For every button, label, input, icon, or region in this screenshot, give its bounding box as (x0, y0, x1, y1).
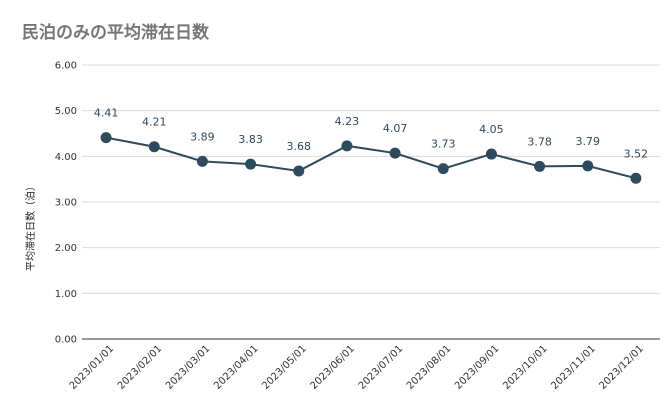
data-label: 4.41 (94, 107, 119, 120)
series-line (105, 136, 637, 180)
y-axis-ticks: 0.00 1.00 2.00 3.00 4.00 5.00 6.00 (55, 61, 77, 346)
x-tick-label: 2023/09/01 (453, 343, 502, 392)
data-label: 4.05 (479, 123, 504, 136)
y-tick-label: 2.00 (55, 243, 77, 254)
x-tick-label: 2023/05/01 (260, 343, 309, 392)
x-tick-label: 2023/02/01 (116, 343, 165, 392)
data-point (389, 147, 401, 159)
data-point (630, 172, 642, 184)
data-label: 4.21 (142, 116, 167, 129)
x-axis-ticks: 2023/01/01 2023/02/01 2023/03/01 2023/04/01… (68, 343, 646, 392)
data-point (485, 148, 497, 160)
data-label: 3.73 (431, 138, 456, 151)
data-point (341, 140, 353, 152)
data-point (100, 132, 112, 144)
gridlines (82, 64, 660, 340)
data-label: 3.68 (287, 140, 312, 153)
x-tick-label: 2023/11/01 (549, 343, 598, 392)
x-tick-label: 2023/07/01 (357, 343, 406, 392)
x-tick-label: 2023/08/01 (405, 343, 454, 392)
chart-title: 民泊のみの平均滞在日数 (22, 22, 210, 43)
x-tick-label: 2023/10/01 (501, 343, 550, 392)
data-label: 3.52 (624, 147, 649, 160)
y-tick-label: 4.00 (55, 152, 77, 163)
data-labels: 4.41 4.21 3.89 3.83 3.68 4.23 4.07 3.73 4.05 3.78… (94, 107, 648, 161)
data-point (148, 141, 160, 153)
x-tick-label: 2023/12/01 (598, 343, 647, 392)
data-label: 4.23 (335, 115, 360, 128)
y-tick-label: 3.00 (55, 198, 77, 209)
data-label: 4.07 (383, 122, 408, 135)
y-tick-label: 1.00 (55, 289, 77, 300)
data-label: 3.89 (190, 130, 215, 143)
x-tick-label: 2023/01/01 (68, 343, 117, 392)
y-tick-label: 5.00 (55, 106, 77, 117)
data-label: 3.83 (238, 133, 263, 146)
x-tick-label: 2023/06/01 (309, 343, 358, 392)
series (100, 132, 642, 184)
data-label: 3.78 (527, 135, 552, 148)
data-point (245, 158, 257, 170)
data-point (582, 160, 594, 172)
data-point (437, 163, 449, 175)
x-tick-label: 2023/03/01 (164, 343, 213, 392)
x-tick-label: 2023/04/01 (212, 343, 261, 392)
data-point (293, 165, 305, 177)
y-tick-label: 0.00 (55, 335, 77, 346)
data-point (196, 155, 208, 167)
y-tick-label: 6.00 (55, 61, 77, 72)
data-point (534, 160, 546, 172)
data-label: 3.79 (576, 135, 601, 148)
y-axis-label: 平均滞在日数（泊） (24, 181, 37, 271)
